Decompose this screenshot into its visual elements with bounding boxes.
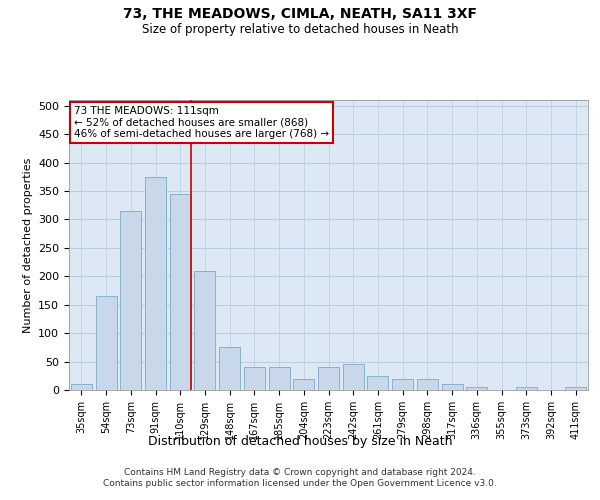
Bar (392, 378, 413, 390)
Text: Contains HM Land Registry data © Crown copyright and database right 2024.
Contai: Contains HM Land Registry data © Crown c… (103, 468, 497, 487)
Bar (269, 368, 290, 390)
Bar (466, 387, 487, 390)
Bar (95, 296, 116, 390)
Bar (170, 194, 191, 390)
Bar (71, 384, 92, 390)
Bar (343, 364, 364, 390)
Text: 73, THE MEADOWS, CIMLA, NEATH, SA11 3XF: 73, THE MEADOWS, CIMLA, NEATH, SA11 3XF (123, 8, 477, 22)
Bar (565, 387, 586, 390)
Bar (417, 378, 438, 390)
Bar (145, 177, 166, 390)
Bar (219, 348, 240, 390)
Text: 73 THE MEADOWS: 111sqm
← 52% of detached houses are smaller (868)
46% of semi-de: 73 THE MEADOWS: 111sqm ← 52% of detached… (74, 106, 329, 139)
Bar (244, 368, 265, 390)
Text: Distribution of detached houses by size in Neath: Distribution of detached houses by size … (148, 435, 452, 448)
Bar (194, 270, 215, 390)
Text: Size of property relative to detached houses in Neath: Size of property relative to detached ho… (142, 22, 458, 36)
Bar (516, 387, 537, 390)
Bar (293, 378, 314, 390)
Y-axis label: Number of detached properties: Number of detached properties (23, 158, 32, 332)
Bar (120, 211, 141, 390)
Bar (318, 368, 339, 390)
Bar (367, 376, 388, 390)
Bar (442, 384, 463, 390)
